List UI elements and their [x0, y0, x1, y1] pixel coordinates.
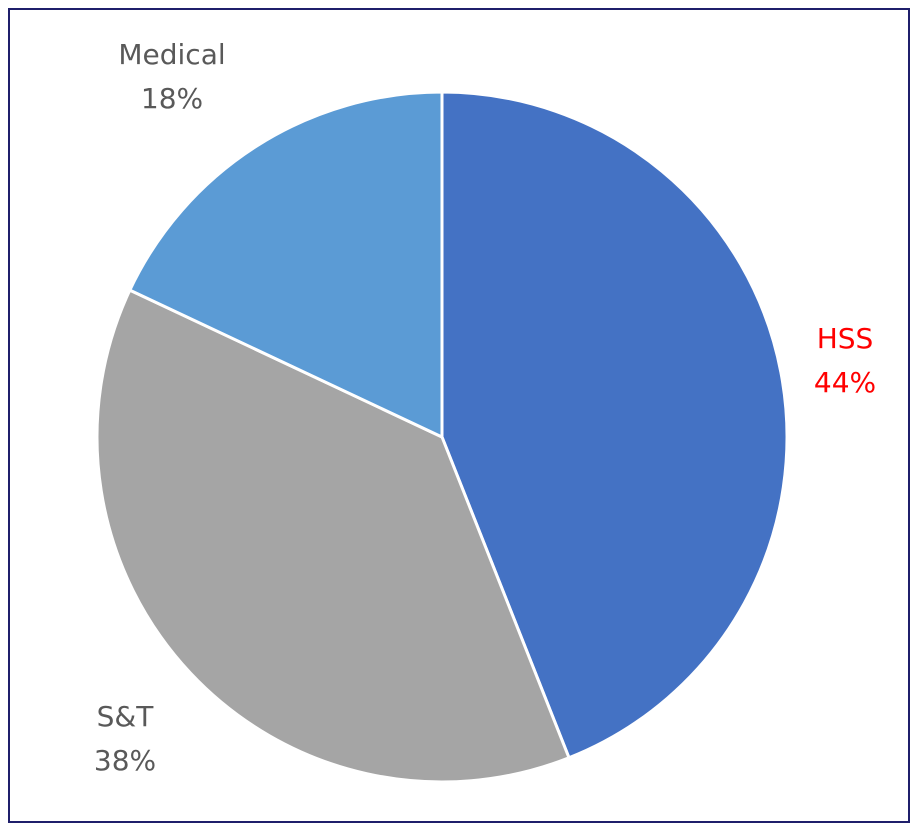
pie-slice	[128, 90, 444, 439]
pie-slice	[95, 288, 571, 784]
pie-slice	[440, 90, 789, 760]
slice-label-name: Medical	[118, 38, 225, 71]
slice-label-name: S&T	[97, 700, 155, 733]
slice-label-value: 38%	[94, 744, 156, 777]
slice-label-value: 44%	[814, 366, 876, 399]
slice-label-value: 18%	[141, 82, 203, 115]
slice-label-name: HSS	[817, 322, 874, 355]
